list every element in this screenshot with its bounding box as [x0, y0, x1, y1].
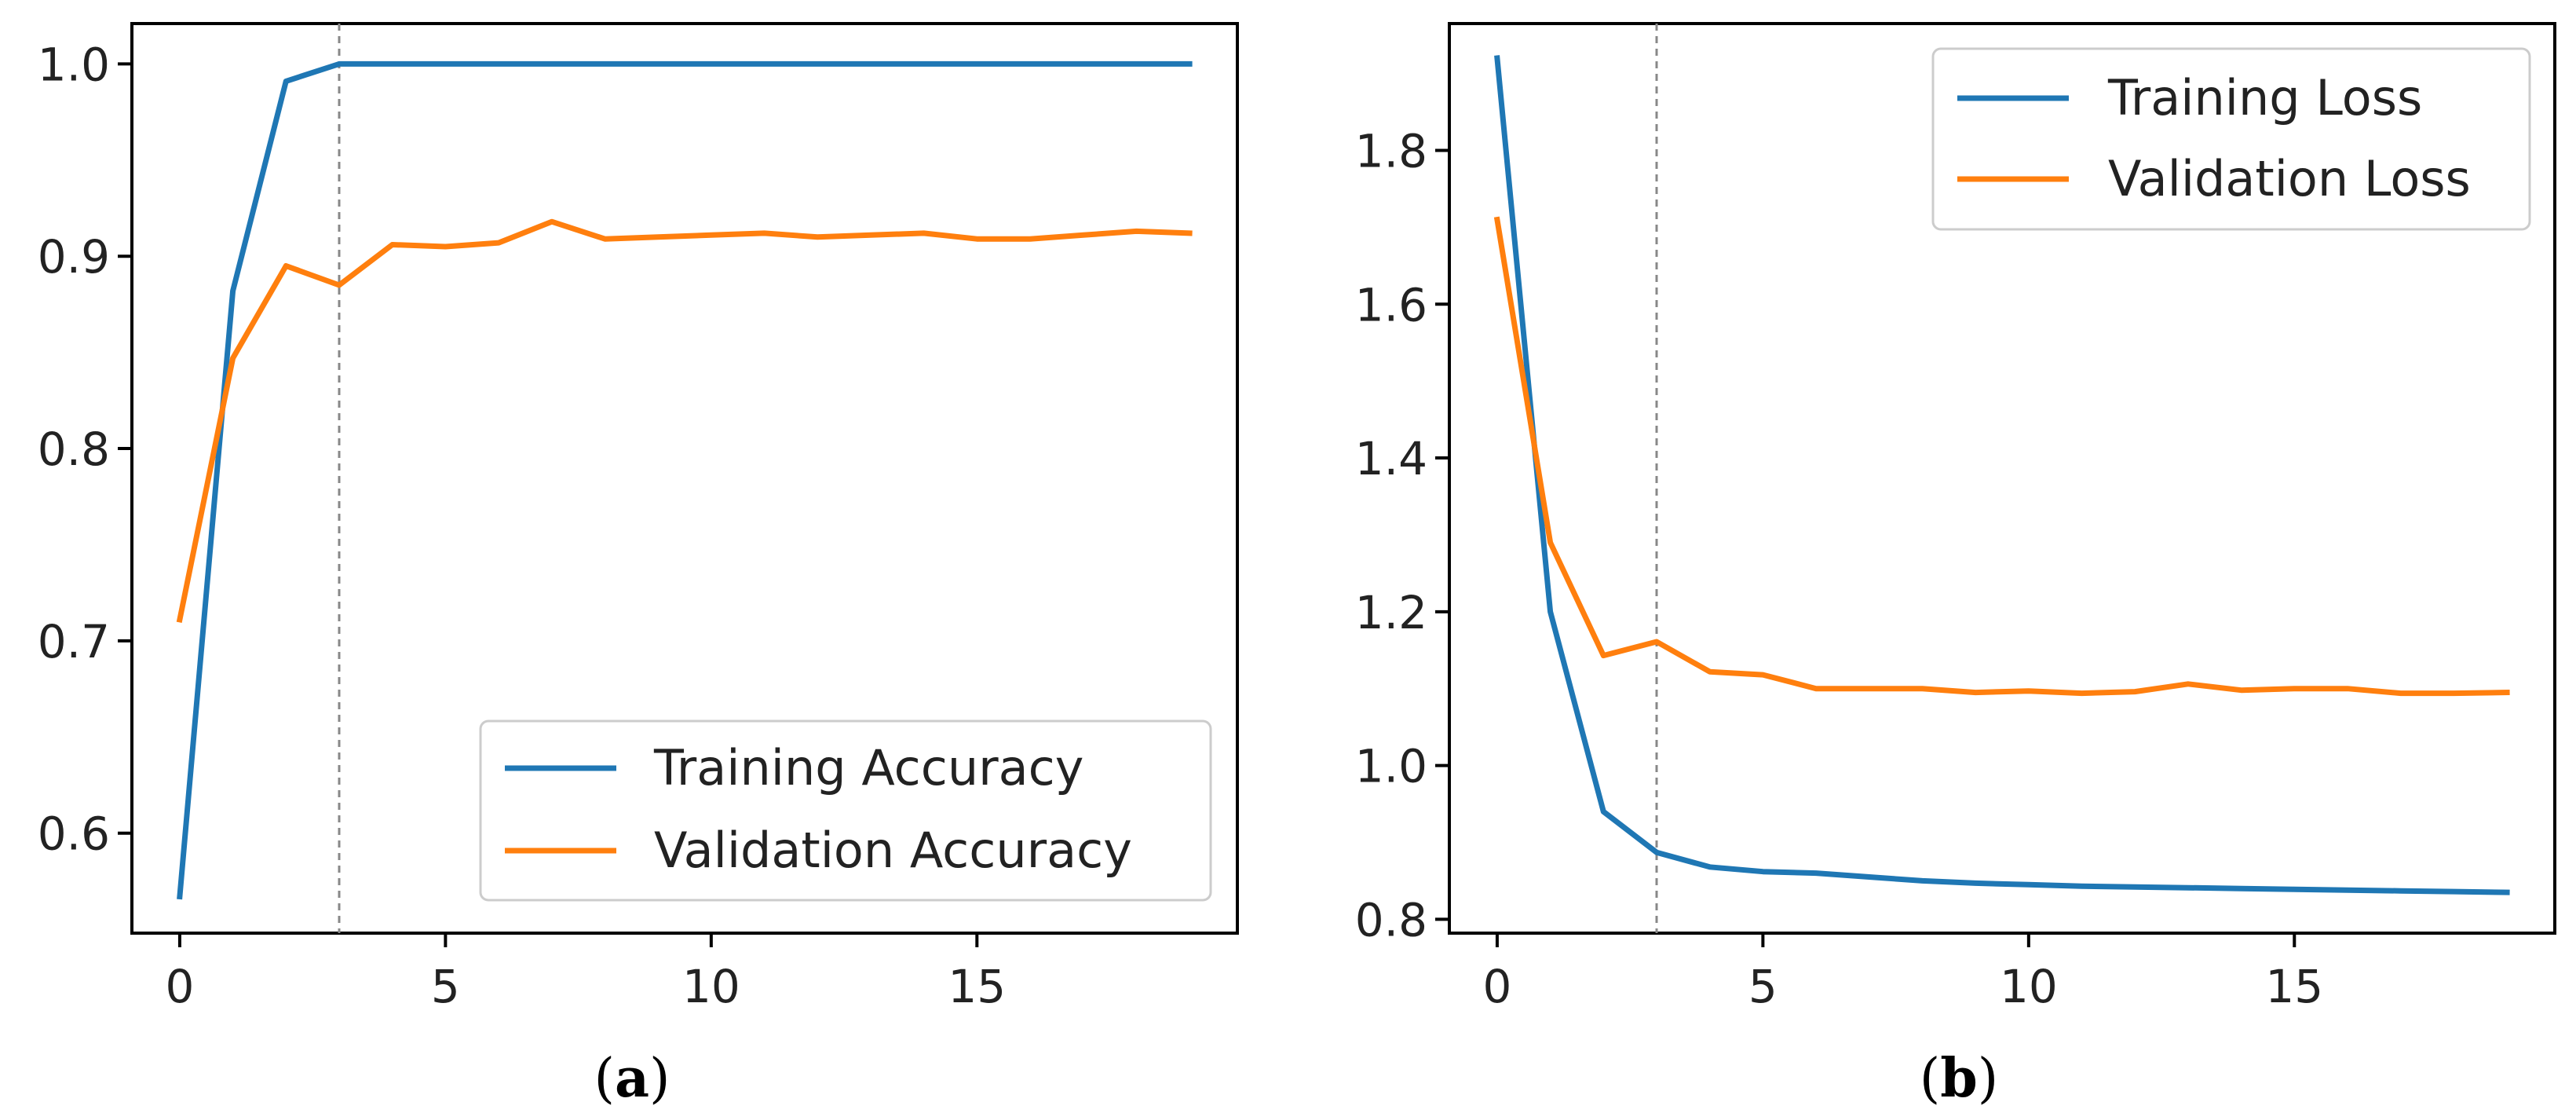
y-tick-label: 1.6 [1355, 278, 1427, 331]
y-tick-label: 0.9 [38, 230, 110, 284]
accuracy-panel: 0.6 0.7 0.8 0.9 1.0 0 5 10 15 Training Accuracy… [38, 22, 1239, 1110]
caption-letter-b: b [1940, 1047, 1978, 1110]
y-tick-label: 0.6 [38, 807, 110, 861]
x-tick-label: 15 [948, 960, 1006, 1013]
y-tick-label: 1.8 [1355, 125, 1427, 178]
caption-letter-a: a [615, 1047, 649, 1110]
x-tick-label: 5 [1748, 960, 1778, 1013]
series-group [176, 60, 1193, 900]
y-tick-label: 0.8 [38, 423, 110, 476]
legend-box [1931, 47, 2531, 231]
legend-label-training-loss: Training Loss [2107, 69, 2422, 126]
legend: Training Loss Validation Loss [1931, 47, 2531, 231]
x-tick-label: 0 [165, 960, 194, 1013]
y-tick-label: 0.8 [1355, 893, 1427, 946]
y-axis-ticks: 0.8 1.0 1.2 1.4 1.6 1.8 [1355, 125, 1449, 946]
y-tick-label: 1.2 [1355, 586, 1427, 639]
x-tick-label: 10 [682, 960, 740, 1013]
series-line-training-loss [1494, 55, 2510, 895]
y-tick-label: 1.0 [1355, 740, 1427, 793]
x-tick-label: 15 [2265, 960, 2323, 1013]
y-tick-label: 0.7 [38, 615, 110, 668]
series-line-validation-accuracy [176, 218, 1193, 624]
x-axis-ticks: 0 5 10 15 [1482, 933, 2323, 1013]
y-tick-label: 1.4 [1355, 432, 1427, 485]
caption-b: (b) [1920, 1047, 1999, 1110]
caption-a: (a) [594, 1047, 670, 1110]
x-tick-label: 0 [1482, 960, 1511, 1013]
legend-label-validation-loss: Validation Loss [2108, 150, 2471, 207]
legend-box [479, 719, 1212, 902]
loss-panel: 0.8 1.0 1.2 1.4 1.6 1.8 0 5 10 15 Training Loss … [1355, 22, 2556, 1110]
x-tick-label: 5 [431, 960, 460, 1013]
series-line-validation-loss [1493, 216, 2510, 697]
x-axis-ticks: 0 5 10 15 [165, 933, 1006, 1013]
x-tick-label: 10 [2000, 960, 2058, 1013]
legend-label-training-accuracy: Training Accuracy [653, 739, 1083, 796]
legend: Training Accuracy Validation Accuracy [479, 719, 1212, 902]
y-tick-label: 1.0 [38, 38, 110, 91]
series-line-training-accuracy [177, 60, 1193, 900]
series-group [1493, 55, 2510, 895]
y-axis-ticks: 0.6 0.7 0.8 0.9 1.0 [38, 38, 132, 861]
legend-label-validation-accuracy: Validation Accuracy [654, 822, 1132, 879]
